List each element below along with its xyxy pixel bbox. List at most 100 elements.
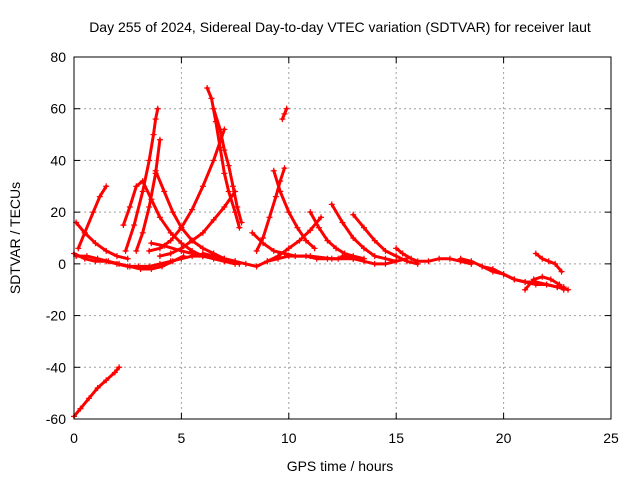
data-point xyxy=(167,229,174,236)
data-point xyxy=(156,214,163,221)
series-arc-28 xyxy=(532,250,565,275)
y-tick-label: 20 xyxy=(50,204,66,220)
data-point xyxy=(318,214,325,221)
data-point xyxy=(277,188,284,195)
data-layer xyxy=(71,85,572,420)
data-point xyxy=(339,219,346,226)
data-point xyxy=(148,240,155,247)
data-point xyxy=(371,260,378,267)
data-point xyxy=(156,253,163,260)
data-point xyxy=(122,247,129,254)
series-arc-27 xyxy=(479,263,567,291)
y-tick-label: -60 xyxy=(46,411,66,427)
data-point xyxy=(105,258,112,265)
data-point xyxy=(285,245,292,252)
series-arc-10 xyxy=(156,188,239,260)
data-point xyxy=(131,222,138,229)
data-point xyxy=(393,245,400,252)
data-point xyxy=(296,237,303,244)
data-point xyxy=(382,255,389,262)
data-point xyxy=(199,250,206,257)
data-point xyxy=(489,266,496,273)
data-point xyxy=(232,258,239,265)
data-point xyxy=(75,245,82,252)
data-point xyxy=(139,188,146,195)
data-point xyxy=(311,245,318,252)
data-point xyxy=(324,237,331,244)
series-arc-7 xyxy=(133,136,163,254)
data-point xyxy=(302,253,309,260)
data-point xyxy=(148,266,155,273)
data-point xyxy=(133,247,140,254)
data-point xyxy=(236,224,243,231)
data-point xyxy=(161,242,168,249)
data-point xyxy=(169,209,176,216)
data-point xyxy=(315,224,322,231)
y-tick-label: -20 xyxy=(46,308,66,324)
data-point xyxy=(324,255,331,262)
data-point xyxy=(260,240,267,247)
data-point xyxy=(199,183,206,190)
data-point xyxy=(137,266,144,273)
data-point xyxy=(199,245,206,252)
data-point xyxy=(350,211,357,218)
data-point xyxy=(217,144,224,151)
x-tick-label: 0 xyxy=(70,430,78,446)
data-point xyxy=(221,255,228,262)
plot-frame xyxy=(73,56,612,420)
data-point xyxy=(210,105,217,112)
data-point xyxy=(360,224,367,231)
data-point xyxy=(335,255,342,262)
data-point xyxy=(159,263,166,270)
data-point xyxy=(302,237,309,244)
y-tick-label: 0 xyxy=(58,256,66,272)
data-point xyxy=(446,255,453,262)
y-tick-label: 40 xyxy=(50,152,66,168)
series-arc-1 xyxy=(71,364,123,420)
data-point xyxy=(126,263,133,270)
series-line xyxy=(272,169,317,250)
data-point xyxy=(307,227,314,234)
data-point xyxy=(545,258,552,265)
data-point xyxy=(161,188,168,195)
x-tick-label: 15 xyxy=(388,430,404,446)
data-point xyxy=(543,281,550,288)
chart-title: Day 255 of 2024, Sidereal Day-to-day VTE… xyxy=(89,19,591,35)
x-tick-label: 20 xyxy=(496,430,512,446)
data-point xyxy=(539,255,546,262)
series-arc-29 xyxy=(522,273,567,293)
data-point xyxy=(408,255,415,262)
data-point xyxy=(178,224,185,231)
data-point xyxy=(547,276,554,283)
data-point xyxy=(539,273,546,280)
series-arc-13 xyxy=(210,105,245,226)
data-point xyxy=(249,229,256,236)
data-point xyxy=(253,247,260,254)
series-arc-18 xyxy=(249,229,348,262)
series-arc-19 xyxy=(264,214,325,265)
grid xyxy=(74,57,611,419)
data-point xyxy=(113,253,120,260)
data-point xyxy=(281,110,288,117)
data-point xyxy=(152,167,159,174)
data-point xyxy=(532,250,539,257)
data-point xyxy=(522,286,529,293)
data-point xyxy=(307,209,314,216)
data-point xyxy=(279,116,286,123)
data-point xyxy=(103,183,110,190)
series-arc-11 xyxy=(146,126,228,254)
series-arc-22 xyxy=(328,201,400,265)
data-point xyxy=(350,255,357,262)
data-point xyxy=(77,405,84,412)
data-point xyxy=(328,201,335,208)
data-point xyxy=(522,278,529,285)
data-point xyxy=(178,240,185,247)
series-line xyxy=(158,190,237,258)
data-point xyxy=(294,224,301,231)
data-point xyxy=(210,216,217,223)
x-tick-label: 10 xyxy=(281,430,297,446)
data-point xyxy=(210,253,217,260)
data-point xyxy=(393,253,400,260)
x-axis-label: GPS time / hours xyxy=(287,458,394,474)
